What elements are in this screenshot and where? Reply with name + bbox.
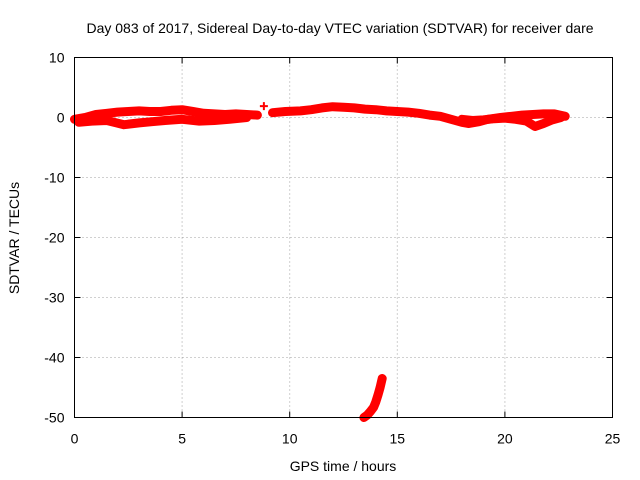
data-point xyxy=(102,116,111,125)
data-point xyxy=(195,117,204,126)
data-point xyxy=(145,107,154,116)
data-point xyxy=(242,113,251,122)
data-point xyxy=(393,107,402,116)
data-point xyxy=(210,116,219,125)
data-point xyxy=(160,116,169,125)
data-point xyxy=(188,107,197,116)
data-point xyxy=(350,103,359,112)
y-axis-title: SDTVAR / TECUs xyxy=(6,182,22,294)
data-point xyxy=(369,403,378,412)
data-point xyxy=(376,383,385,392)
data-point xyxy=(119,120,128,129)
x-tick-label: 15 xyxy=(390,431,406,447)
data-point xyxy=(339,103,348,112)
plot-frame xyxy=(74,57,613,418)
data-point xyxy=(199,109,208,118)
data-point xyxy=(102,109,111,118)
data-point xyxy=(539,109,548,118)
data-point xyxy=(500,114,509,123)
data-point xyxy=(225,115,234,124)
data-point xyxy=(328,102,337,111)
data-point xyxy=(296,106,305,115)
data-point xyxy=(147,117,156,126)
data-point xyxy=(425,111,434,120)
data-point xyxy=(414,109,423,118)
x-tick-label: 10 xyxy=(282,431,298,447)
data-point xyxy=(317,103,326,112)
series-descending-track xyxy=(359,374,387,422)
data-point xyxy=(447,115,456,124)
data-layer xyxy=(70,102,570,422)
data-point xyxy=(87,117,96,126)
data-point xyxy=(511,115,520,124)
data-point xyxy=(531,122,540,131)
y-tick-label: -30 xyxy=(44,290,64,306)
data-point xyxy=(522,117,531,126)
data-point xyxy=(281,107,290,116)
data-point xyxy=(373,391,382,400)
data-point xyxy=(528,110,537,119)
series-isolated-point xyxy=(259,102,268,111)
data-point xyxy=(457,115,466,124)
data-point xyxy=(361,105,370,114)
data-point xyxy=(479,115,488,124)
data-point xyxy=(539,119,548,128)
data-point xyxy=(268,108,277,117)
data-point xyxy=(167,106,176,115)
data-point xyxy=(468,116,477,125)
y-tick-label: -40 xyxy=(44,350,64,366)
data-point xyxy=(178,105,187,114)
data-point xyxy=(556,113,565,122)
data-point xyxy=(371,105,380,114)
x-tick-label: 20 xyxy=(497,431,513,447)
x-tick-label: 5 xyxy=(178,431,186,447)
data-point xyxy=(548,115,557,124)
data-point xyxy=(124,107,133,116)
data-point xyxy=(490,114,499,123)
data-point xyxy=(113,108,122,117)
data-point xyxy=(259,102,268,111)
data-point xyxy=(156,107,165,116)
chart-title: Day 083 of 2017, Sidereal Day-to-day VTE… xyxy=(86,20,593,36)
x-tick-label: 0 xyxy=(71,431,79,447)
y-tick-label: 10 xyxy=(49,50,65,66)
series-track-lower-2 xyxy=(457,113,566,131)
data-point xyxy=(371,397,380,406)
y-tick-label: -50 xyxy=(44,410,64,426)
data-point xyxy=(135,106,144,115)
x-tick-label: 25 xyxy=(605,431,621,447)
data-point xyxy=(436,112,445,121)
data-point xyxy=(135,118,144,127)
y-tick-label: -10 xyxy=(44,170,64,186)
y-tick-label: -20 xyxy=(44,230,64,246)
tick-layer: 0 5 10 15 20 25 10 0 -10 -20 -30 -40 -50 xyxy=(44,50,620,447)
data-point xyxy=(307,105,316,114)
data-point xyxy=(378,374,387,383)
data-point xyxy=(253,111,262,120)
data-point xyxy=(74,118,83,127)
data-point xyxy=(382,106,391,115)
data-point xyxy=(178,115,187,124)
series-track-lower-1 xyxy=(74,113,252,130)
x-axis-title: GPS time / hours xyxy=(290,458,397,474)
y-tick-label: 0 xyxy=(57,110,65,126)
data-point xyxy=(404,108,413,117)
